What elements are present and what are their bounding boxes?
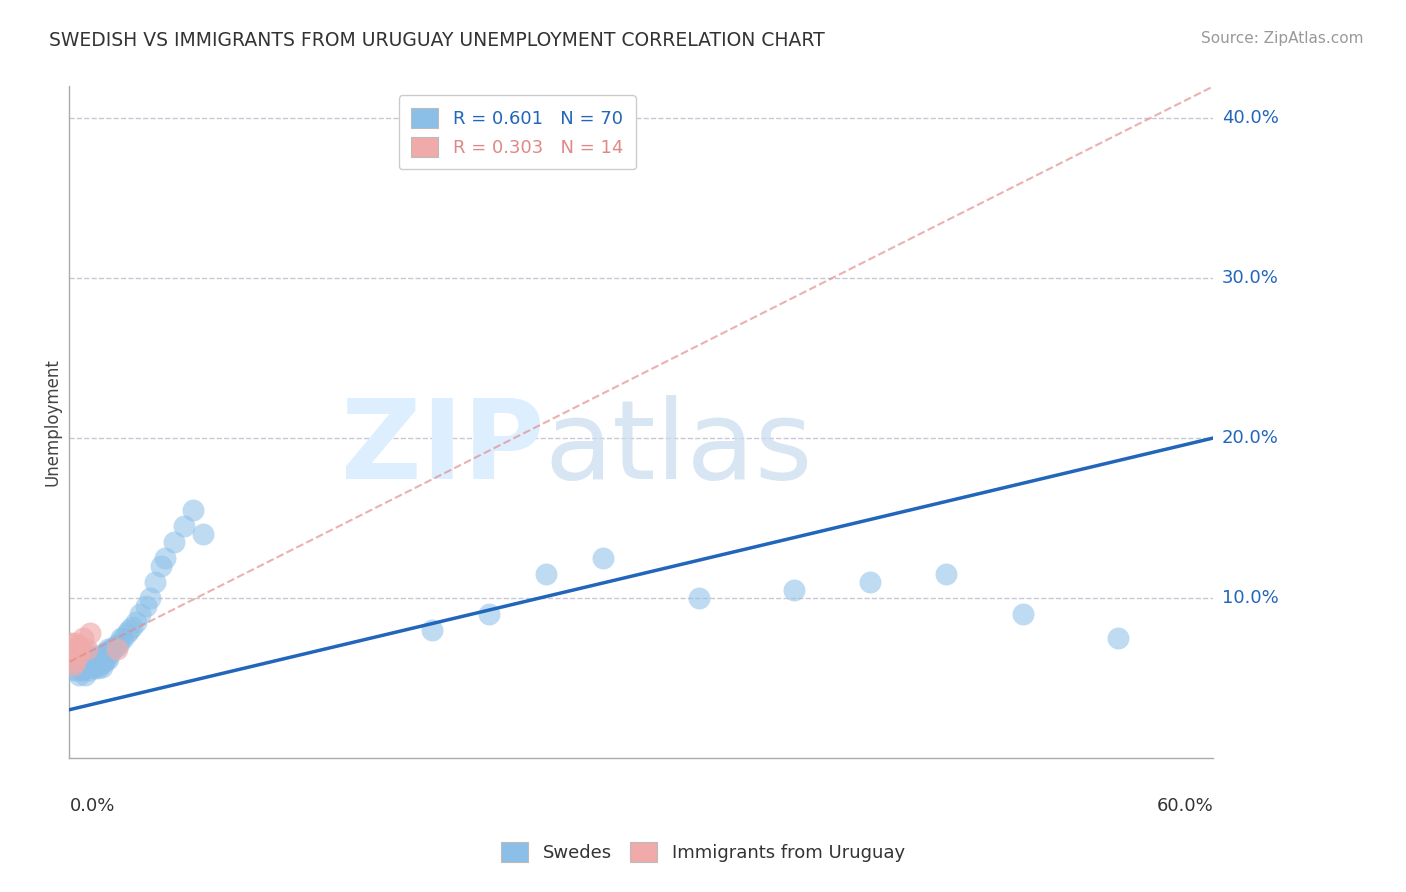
Text: 60.0%: 60.0% (1157, 797, 1213, 814)
Text: Source: ZipAtlas.com: Source: ZipAtlas.com (1201, 31, 1364, 46)
Point (183, 503, 205, 517)
Point (859, 574, 882, 589)
Text: 10.0%: 10.0% (1222, 589, 1278, 607)
Point (70, 651, 93, 665)
Point (191, 527, 214, 541)
Point (90, 651, 112, 665)
Point (125, 615, 148, 629)
Point (62, 663, 84, 677)
Text: 0.0%: 0.0% (69, 797, 115, 814)
Point (93, 647, 115, 661)
Point (79, 626, 101, 640)
Point (72, 657, 94, 672)
Legend: R = 0.601   N = 70, R = 0.303   N = 14: R = 0.601 N = 70, R = 0.303 N = 14 (399, 95, 636, 169)
Point (143, 574, 166, 589)
Point (73, 667, 96, 681)
Point (60, 647, 83, 661)
Point (103, 642, 125, 657)
Point (105, 639, 128, 653)
Text: SWEDISH VS IMMIGRANTS FROM URUGUAY UNEMPLOYMENT CORRELATION CHART: SWEDISH VS IMMIGRANTS FROM URUGUAY UNEMP… (49, 31, 825, 50)
Point (83, 651, 105, 665)
Point (72, 631, 94, 645)
Point (1011, 607, 1033, 621)
Point (62, 657, 84, 672)
Point (79, 647, 101, 661)
Point (89, 657, 111, 672)
Point (83, 661, 105, 675)
Point (420, 623, 443, 637)
Point (87, 661, 110, 675)
Point (66, 642, 89, 657)
Y-axis label: Unemployment: Unemployment (44, 358, 60, 486)
Point (94, 651, 117, 665)
Point (121, 619, 143, 633)
Point (100, 642, 122, 657)
Point (94, 645, 117, 659)
Point (534, 566, 557, 581)
Point (87, 653, 110, 667)
Point (84, 650, 107, 665)
Point (688, 591, 710, 605)
Text: 20.0%: 20.0% (1222, 429, 1278, 447)
Point (62, 642, 84, 657)
Point (67, 639, 90, 653)
Point (82, 651, 104, 665)
Point (97, 642, 120, 657)
Point (67, 655, 90, 669)
Point (89, 650, 111, 665)
Point (935, 566, 957, 581)
Point (478, 607, 501, 621)
Point (135, 599, 157, 613)
Point (111, 631, 134, 645)
Point (63, 635, 86, 649)
Point (592, 550, 614, 565)
Point (66, 647, 89, 661)
Text: ZIP: ZIP (340, 395, 544, 502)
Point (153, 550, 176, 565)
Point (97, 651, 120, 665)
Point (104, 639, 127, 653)
Point (77, 650, 100, 665)
Text: 40.0%: 40.0% (1222, 110, 1278, 128)
Point (173, 519, 195, 533)
Point (79, 659, 101, 673)
Point (70, 663, 93, 677)
Point (105, 642, 128, 657)
Point (73, 655, 96, 669)
Point (76, 642, 98, 657)
Point (93, 655, 115, 669)
Point (66, 663, 89, 677)
Text: 30.0%: 30.0% (1222, 269, 1278, 287)
Point (783, 582, 806, 597)
Point (70, 642, 93, 657)
Point (60, 635, 83, 649)
Point (77, 657, 100, 672)
Point (67, 647, 90, 661)
Text: atlas: atlas (544, 395, 813, 502)
Point (1107, 631, 1129, 645)
Point (76, 657, 98, 672)
Point (77, 663, 100, 677)
Point (67, 667, 90, 681)
Point (76, 651, 98, 665)
Point (63, 655, 86, 669)
Point (163, 535, 186, 549)
Point (82, 657, 104, 672)
Point (84, 657, 107, 672)
Point (108, 635, 131, 649)
Point (110, 631, 132, 645)
Point (72, 663, 94, 677)
Point (63, 655, 86, 669)
Point (98, 647, 121, 661)
Point (149, 558, 172, 573)
Point (129, 607, 152, 621)
Point (115, 626, 138, 640)
Point (90, 659, 112, 673)
Legend: Swedes, Immigrants from Uruguay: Swedes, Immigrants from Uruguay (494, 835, 912, 870)
Point (117, 623, 139, 637)
Point (138, 591, 160, 605)
Point (79, 655, 101, 669)
